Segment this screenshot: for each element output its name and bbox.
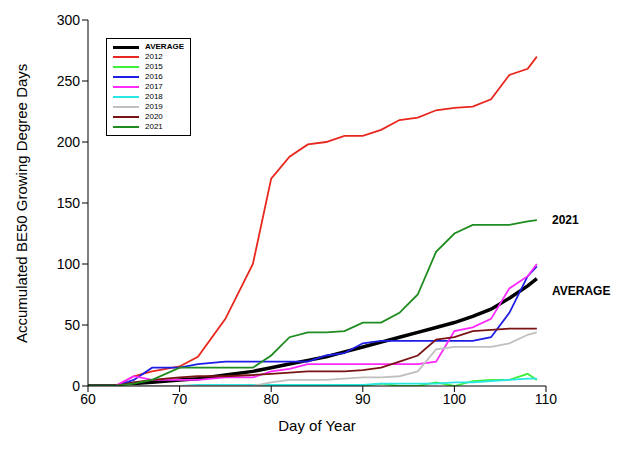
html-text:2012: 2012 xyxy=(145,52,163,61)
svg-text:150: 150 xyxy=(57,195,81,211)
svg-text:0: 0 xyxy=(72,378,80,394)
svg-text:80: 80 xyxy=(263,391,279,407)
svg-text:AVERAGE: AVERAGE xyxy=(552,284,610,298)
svg-text:110: 110 xyxy=(535,391,558,407)
svg-text:300: 300 xyxy=(57,12,81,28)
svg-text:60: 60 xyxy=(80,391,96,407)
svg-text:Accumulated BE50 Growing Degre: Accumulated BE50 Growing Degree Days xyxy=(13,64,30,343)
html-text:2015: 2015 xyxy=(145,62,163,71)
svg-text:250: 250 xyxy=(57,73,81,89)
html-text:AVERAGE: AVERAGE xyxy=(145,42,184,51)
html-text:2016: 2016 xyxy=(145,72,163,81)
svg-text:Day of Year: Day of Year xyxy=(278,417,356,434)
svg-text:70: 70 xyxy=(172,391,188,407)
svg-text:50: 50 xyxy=(64,317,80,333)
svg-text:90: 90 xyxy=(355,391,371,407)
svg-text:2021: 2021 xyxy=(552,213,579,227)
html-text:2017: 2017 xyxy=(145,82,163,91)
svg-text:100: 100 xyxy=(443,391,467,407)
html-text:2019: 2019 xyxy=(145,102,163,111)
svg-text:100: 100 xyxy=(57,256,81,272)
html-text:2018: 2018 xyxy=(145,92,163,101)
svg-text:200: 200 xyxy=(57,134,81,150)
html-text:2021: 2021 xyxy=(145,122,163,131)
html-text:2020: 2020 xyxy=(145,112,163,121)
